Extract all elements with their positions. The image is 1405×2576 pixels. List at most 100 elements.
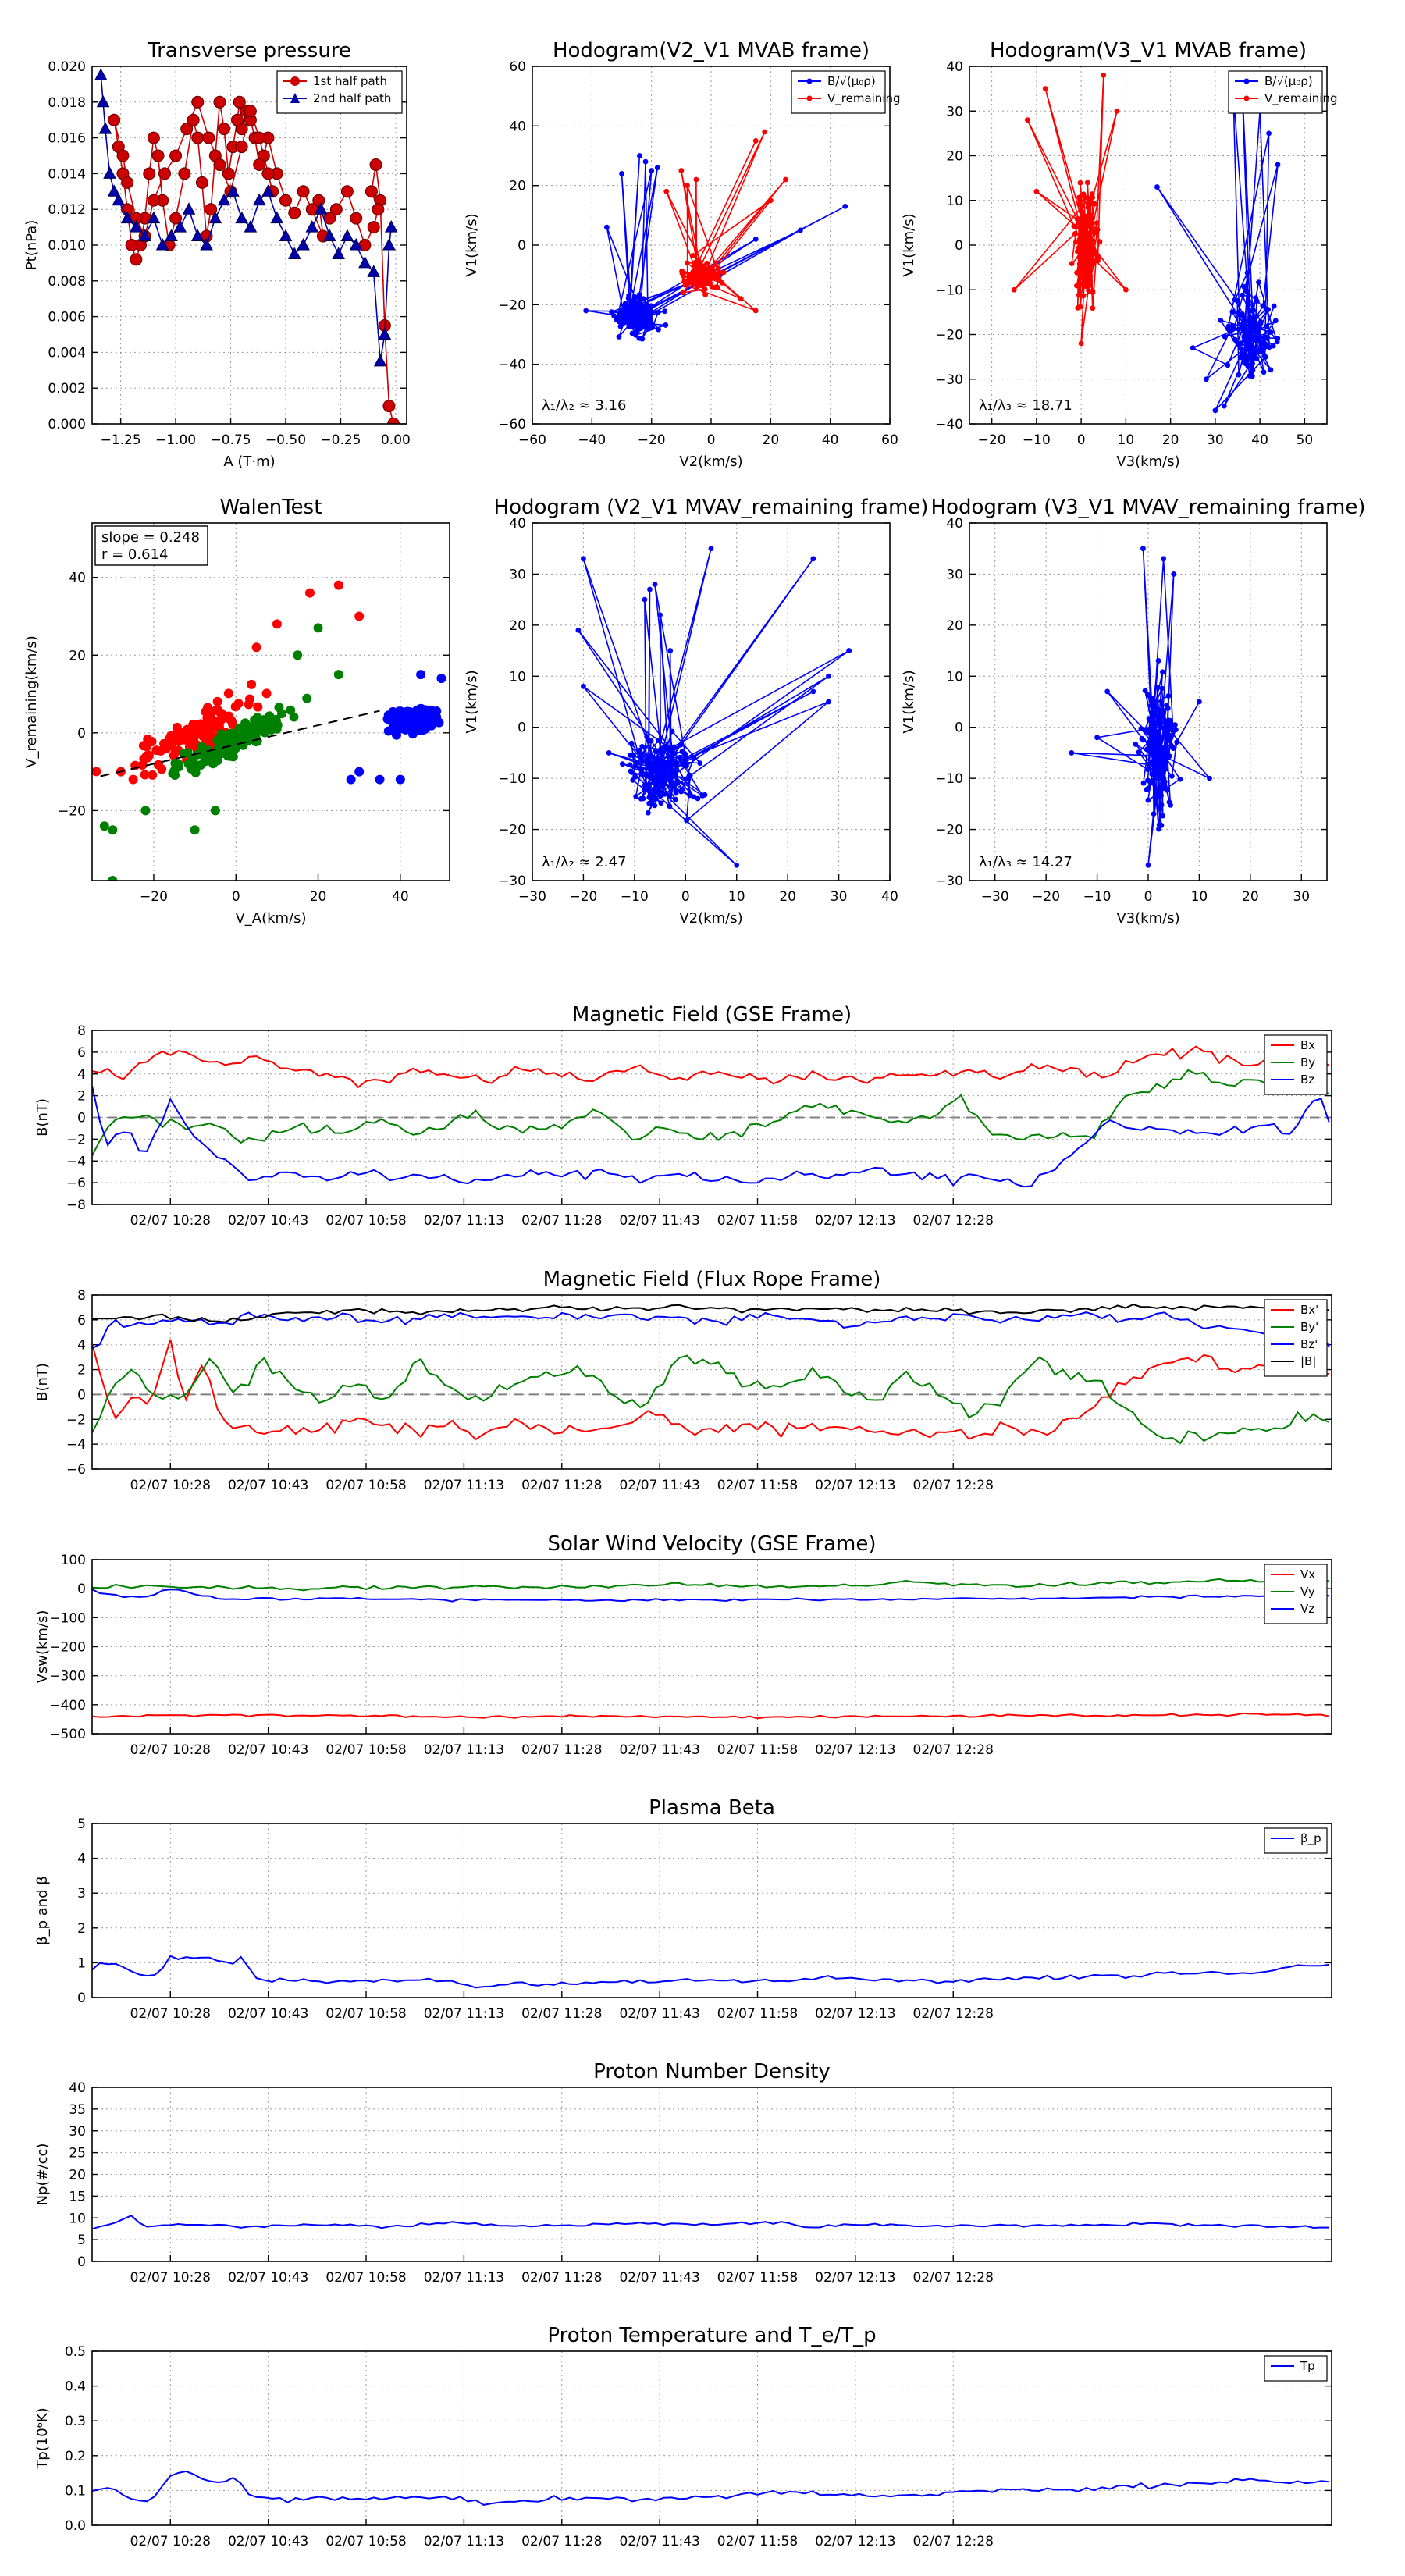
data-point (680, 290, 686, 296)
plot-frame (91, 1823, 1332, 1998)
data-point (701, 276, 706, 282)
data-point (1087, 253, 1093, 259)
x-tick-label: 02/07 12:28 (913, 2006, 994, 2022)
data-point (628, 740, 635, 746)
data-point (654, 757, 660, 763)
data-point (1151, 697, 1156, 703)
data-point (1095, 258, 1101, 264)
data-point (279, 229, 293, 242)
y-tick-label: −10 (935, 283, 963, 298)
data-point (178, 167, 191, 180)
data-point (147, 131, 160, 144)
data-point (1114, 108, 1120, 114)
data-point (407, 729, 418, 739)
y-tick-label: 40 (69, 571, 86, 586)
data-point (656, 770, 663, 776)
data-point (107, 184, 121, 197)
data-point (349, 237, 363, 251)
data-point (642, 782, 648, 788)
data-point (1101, 73, 1107, 78)
data-point (382, 237, 396, 251)
y-tick-label: 0 (77, 2254, 86, 2270)
data-point (606, 750, 612, 756)
data-point (1254, 298, 1260, 304)
data-point (1158, 792, 1165, 799)
x-tick-label: 10 (728, 889, 745, 905)
plot-area (92, 2470, 1329, 2506)
series-line-Tp (92, 2470, 1329, 2506)
data-point (652, 582, 658, 587)
y-tick-label: 0.008 (48, 274, 86, 290)
y-tick-label: 0 (955, 720, 963, 736)
y-axis-label: Pt(nPa) (23, 220, 40, 270)
data-point (140, 770, 150, 780)
y-tick-label: 0.2 (65, 2449, 86, 2464)
y-tick-label: −100 (49, 1610, 86, 1626)
data-point (1260, 303, 1266, 309)
data-point (92, 767, 101, 777)
data-point (1146, 761, 1151, 767)
data-point (699, 266, 706, 272)
data-point (384, 220, 398, 233)
data-point (648, 738, 654, 744)
x-tick-label: 02/07 11:13 (424, 1742, 504, 1758)
x-tick-label: 10 (1118, 432, 1135, 448)
data-point (323, 229, 336, 242)
x-tick-label: 02/07 10:28 (130, 1213, 211, 1229)
y-tick-label: 35 (69, 2102, 86, 2118)
data-point (647, 312, 653, 318)
data-point (1104, 688, 1111, 695)
y-tick-label: 0.5 (65, 2344, 86, 2360)
data-point (1136, 749, 1142, 756)
x-tick-label: 60 (881, 432, 898, 448)
plot-area (1011, 73, 1281, 414)
x-tick-label: 02/07 12:28 (913, 1213, 994, 1229)
data-point (1163, 735, 1169, 741)
x-tick-label: −10 (1083, 889, 1112, 905)
data-point (638, 304, 644, 310)
x-axis-label: V3(km/s) (1116, 454, 1179, 470)
y-tick-label: −2 (66, 1132, 86, 1147)
data-point (222, 167, 235, 180)
data-point (716, 265, 721, 272)
data-point (235, 141, 248, 154)
plot-area (92, 1578, 1329, 1720)
y-tick-label: 0.020 (48, 59, 86, 75)
data-point (190, 825, 200, 835)
x-tick-label: 02/07 11:13 (424, 2270, 504, 2286)
y-tick-label: −20 (935, 328, 963, 343)
y-tick-label: 0.018 (48, 95, 86, 111)
x-tick-label: −0.75 (210, 432, 251, 448)
data-point (1154, 184, 1160, 190)
legend-label: 2nd half path (313, 91, 391, 105)
data-point (1097, 239, 1103, 245)
y-tick-label: 0 (77, 1387, 86, 1403)
data-point (137, 760, 148, 770)
data-point (692, 275, 698, 281)
data-point (223, 688, 233, 699)
data-point (679, 268, 685, 274)
data-point (1149, 752, 1155, 757)
data-point (673, 788, 679, 794)
data-point (225, 728, 235, 738)
data-point (1082, 258, 1088, 264)
data-point (649, 793, 655, 799)
y-tick-label: −30 (498, 873, 526, 889)
y-tick-label: 8 (77, 1023, 86, 1039)
data-point (1090, 290, 1096, 295)
x-tick-label: 02/07 11:28 (521, 1742, 602, 1758)
data-point (297, 185, 310, 198)
data-point (1197, 699, 1202, 705)
y-tick-label: 10 (946, 194, 963, 209)
data-point (1177, 776, 1183, 782)
x-tick-label: 02/07 11:28 (521, 1478, 602, 1493)
data-point (636, 335, 642, 341)
data-point (200, 237, 213, 251)
data-point (711, 275, 717, 281)
data-point (671, 744, 677, 750)
ratio-annotation: λ₁/λ₂ ≈ 2.47 (542, 854, 626, 870)
x-tick-label: 02/07 10:28 (130, 1742, 211, 1758)
data-point (1155, 744, 1161, 750)
data-point (637, 747, 643, 753)
data-point (261, 167, 275, 180)
